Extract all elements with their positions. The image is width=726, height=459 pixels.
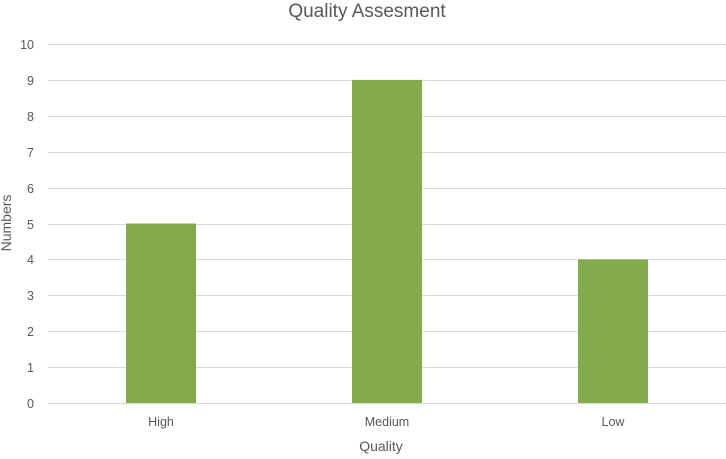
- x-tick-label: Low: [602, 415, 626, 429]
- x-tick-label: High: [148, 415, 174, 429]
- y-tick-label: 9: [27, 74, 34, 88]
- y-axis-title: Numbers: [0, 195, 14, 252]
- y-tick-label: 10: [20, 38, 34, 52]
- y-axis-tick-labels: 0 1 2 3 4 5 6 7 8 9 10: [20, 38, 34, 411]
- x-tick-label: Medium: [365, 415, 409, 429]
- y-tick-label: 3: [27, 289, 34, 303]
- bar-low: [578, 259, 648, 403]
- y-tick-label: 8: [27, 110, 34, 124]
- x-axis-title: Quality: [359, 438, 403, 454]
- y-tick-label: 7: [27, 146, 34, 160]
- y-tick-label: 2: [27, 325, 34, 339]
- y-tick-label: 4: [27, 253, 34, 267]
- chart-title: Quality Assesment: [288, 1, 446, 22]
- bar-medium: [352, 79, 422, 404]
- y-tick-label: 5: [27, 218, 34, 232]
- y-tick-label: 0: [27, 397, 34, 411]
- y-tick-label: 6: [27, 182, 34, 196]
- x-axis-tick-labels: High Medium Low: [148, 415, 625, 429]
- y-tick-label: 1: [27, 361, 34, 375]
- bar-high: [126, 223, 196, 403]
- bars: [126, 79, 648, 404]
